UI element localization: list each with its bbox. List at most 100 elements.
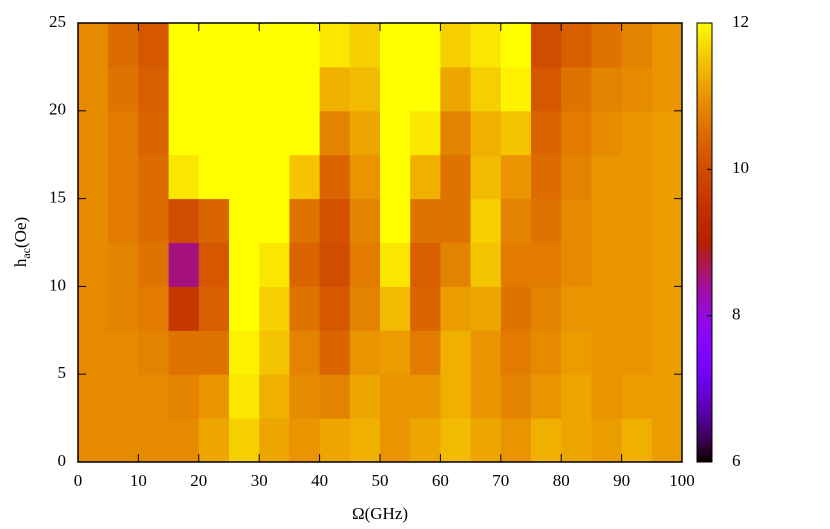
heatmap-cell [259,418,290,463]
heatmap-cell [561,154,592,200]
heatmap-cell [229,110,260,156]
heatmap-cell [440,198,472,243]
heatmap-cell [319,23,351,68]
heatmap-cell [591,66,623,112]
heatmap-cell [259,66,290,112]
heatmap-cell [531,286,562,331]
heatmap-cell [591,242,623,287]
heatmap-cell [621,242,653,287]
heatmap-cell [108,330,139,375]
heatmap-cells [78,23,683,463]
heatmap-cell [591,330,623,375]
heatmap-cell [410,110,441,156]
heatmap-cell [531,198,562,243]
heatmap-cell [108,418,139,463]
x-tick-label: 40 [311,471,328,490]
heatmap-cell [591,110,623,156]
heatmap-cell [319,330,351,375]
heatmap-cell [259,23,290,68]
heatmap-cell [349,110,381,156]
y-label-base: h [11,258,30,267]
heatmap-cell [349,418,381,463]
heatmap-cell [319,66,351,112]
heatmap-cell [500,154,532,200]
y-label-unit: (Oe) [11,217,30,248]
heatmap-cell [259,242,290,287]
heatmap-cell [168,330,200,375]
heatmap-cell [349,286,381,331]
heatmap-cell [289,242,321,287]
heatmap-cell [259,154,290,200]
heatmap-cell [410,330,441,375]
heatmap-cell [349,242,381,287]
heatmap-cell [500,242,532,287]
heatmap-cell [531,374,562,419]
heatmap-cell [168,418,200,463]
heatmap-cell [380,198,411,243]
heatmap-cell [380,418,411,463]
heatmap-cell [500,198,532,243]
heatmap-cell [470,286,502,331]
heatmap-cell [289,418,321,463]
y-tick-label: 5 [58,363,67,382]
heatmap-cell [168,198,200,243]
heatmap-cell [531,66,562,112]
heatmap-cell [229,374,260,419]
heatmap-cell [410,418,441,463]
heatmap-cell [440,154,472,200]
heatmap-cell [138,374,170,419]
heatmap-cell [168,110,200,156]
y-tick-label: 0 [58,451,67,470]
heatmap-cell [410,23,441,68]
heatmap-cell [138,66,170,112]
heatmap-cell [198,66,230,112]
heatmap-cell [229,66,260,112]
heatmap-cell [621,374,653,419]
heatmap-cell [138,286,170,331]
heatmap-cell [500,66,532,112]
heatmap-cell [229,418,260,463]
heatmap-cell [561,242,592,287]
heatmap-cell [319,374,351,419]
heatmap-cell [621,286,653,331]
heatmap-cell [168,23,200,68]
heatmap-cell [289,154,321,200]
heatmap-cell [651,374,683,419]
heatmap-cell [651,198,683,243]
heatmap-cell [198,242,230,287]
colorbar-tick-label: 8 [732,305,741,324]
x-tick-label: 100 [669,471,695,490]
heatmap-cell [229,198,260,243]
heatmap-cell [198,198,230,243]
heatmap-cell [621,418,653,463]
heatmap-cell [168,242,200,287]
heatmap-cell [108,110,139,156]
heatmap-cell [500,330,532,375]
heatmap-cell [198,330,230,375]
heatmap-cell [440,23,472,68]
heatmap-cell [380,110,411,156]
heatmap-cell [440,374,472,419]
heatmap-cell [651,110,683,156]
heatmap-cell [138,23,170,68]
heatmap-cell [591,198,623,243]
heatmap-cell [380,374,411,419]
heatmap-cell [410,198,441,243]
colorbar-tick-label: 6 [732,451,741,470]
heatmap-cell [410,374,441,419]
heatmap-cell [440,286,472,331]
heatmap-cell [78,154,109,200]
heatmap-cell [440,66,472,112]
heatmap-cell [289,374,321,419]
heatmap-cell [319,110,351,156]
heatmap-cell [440,330,472,375]
heatmap-cell [531,242,562,287]
heatmap-cell [591,374,623,419]
x-tick-label: 50 [372,471,389,490]
heatmap-cell [198,154,230,200]
heatmap-cell [319,286,351,331]
heatmap-cell [561,198,592,243]
colorbar [696,22,713,463]
heatmap-cell [349,198,381,243]
heatmap-cell [319,418,351,463]
